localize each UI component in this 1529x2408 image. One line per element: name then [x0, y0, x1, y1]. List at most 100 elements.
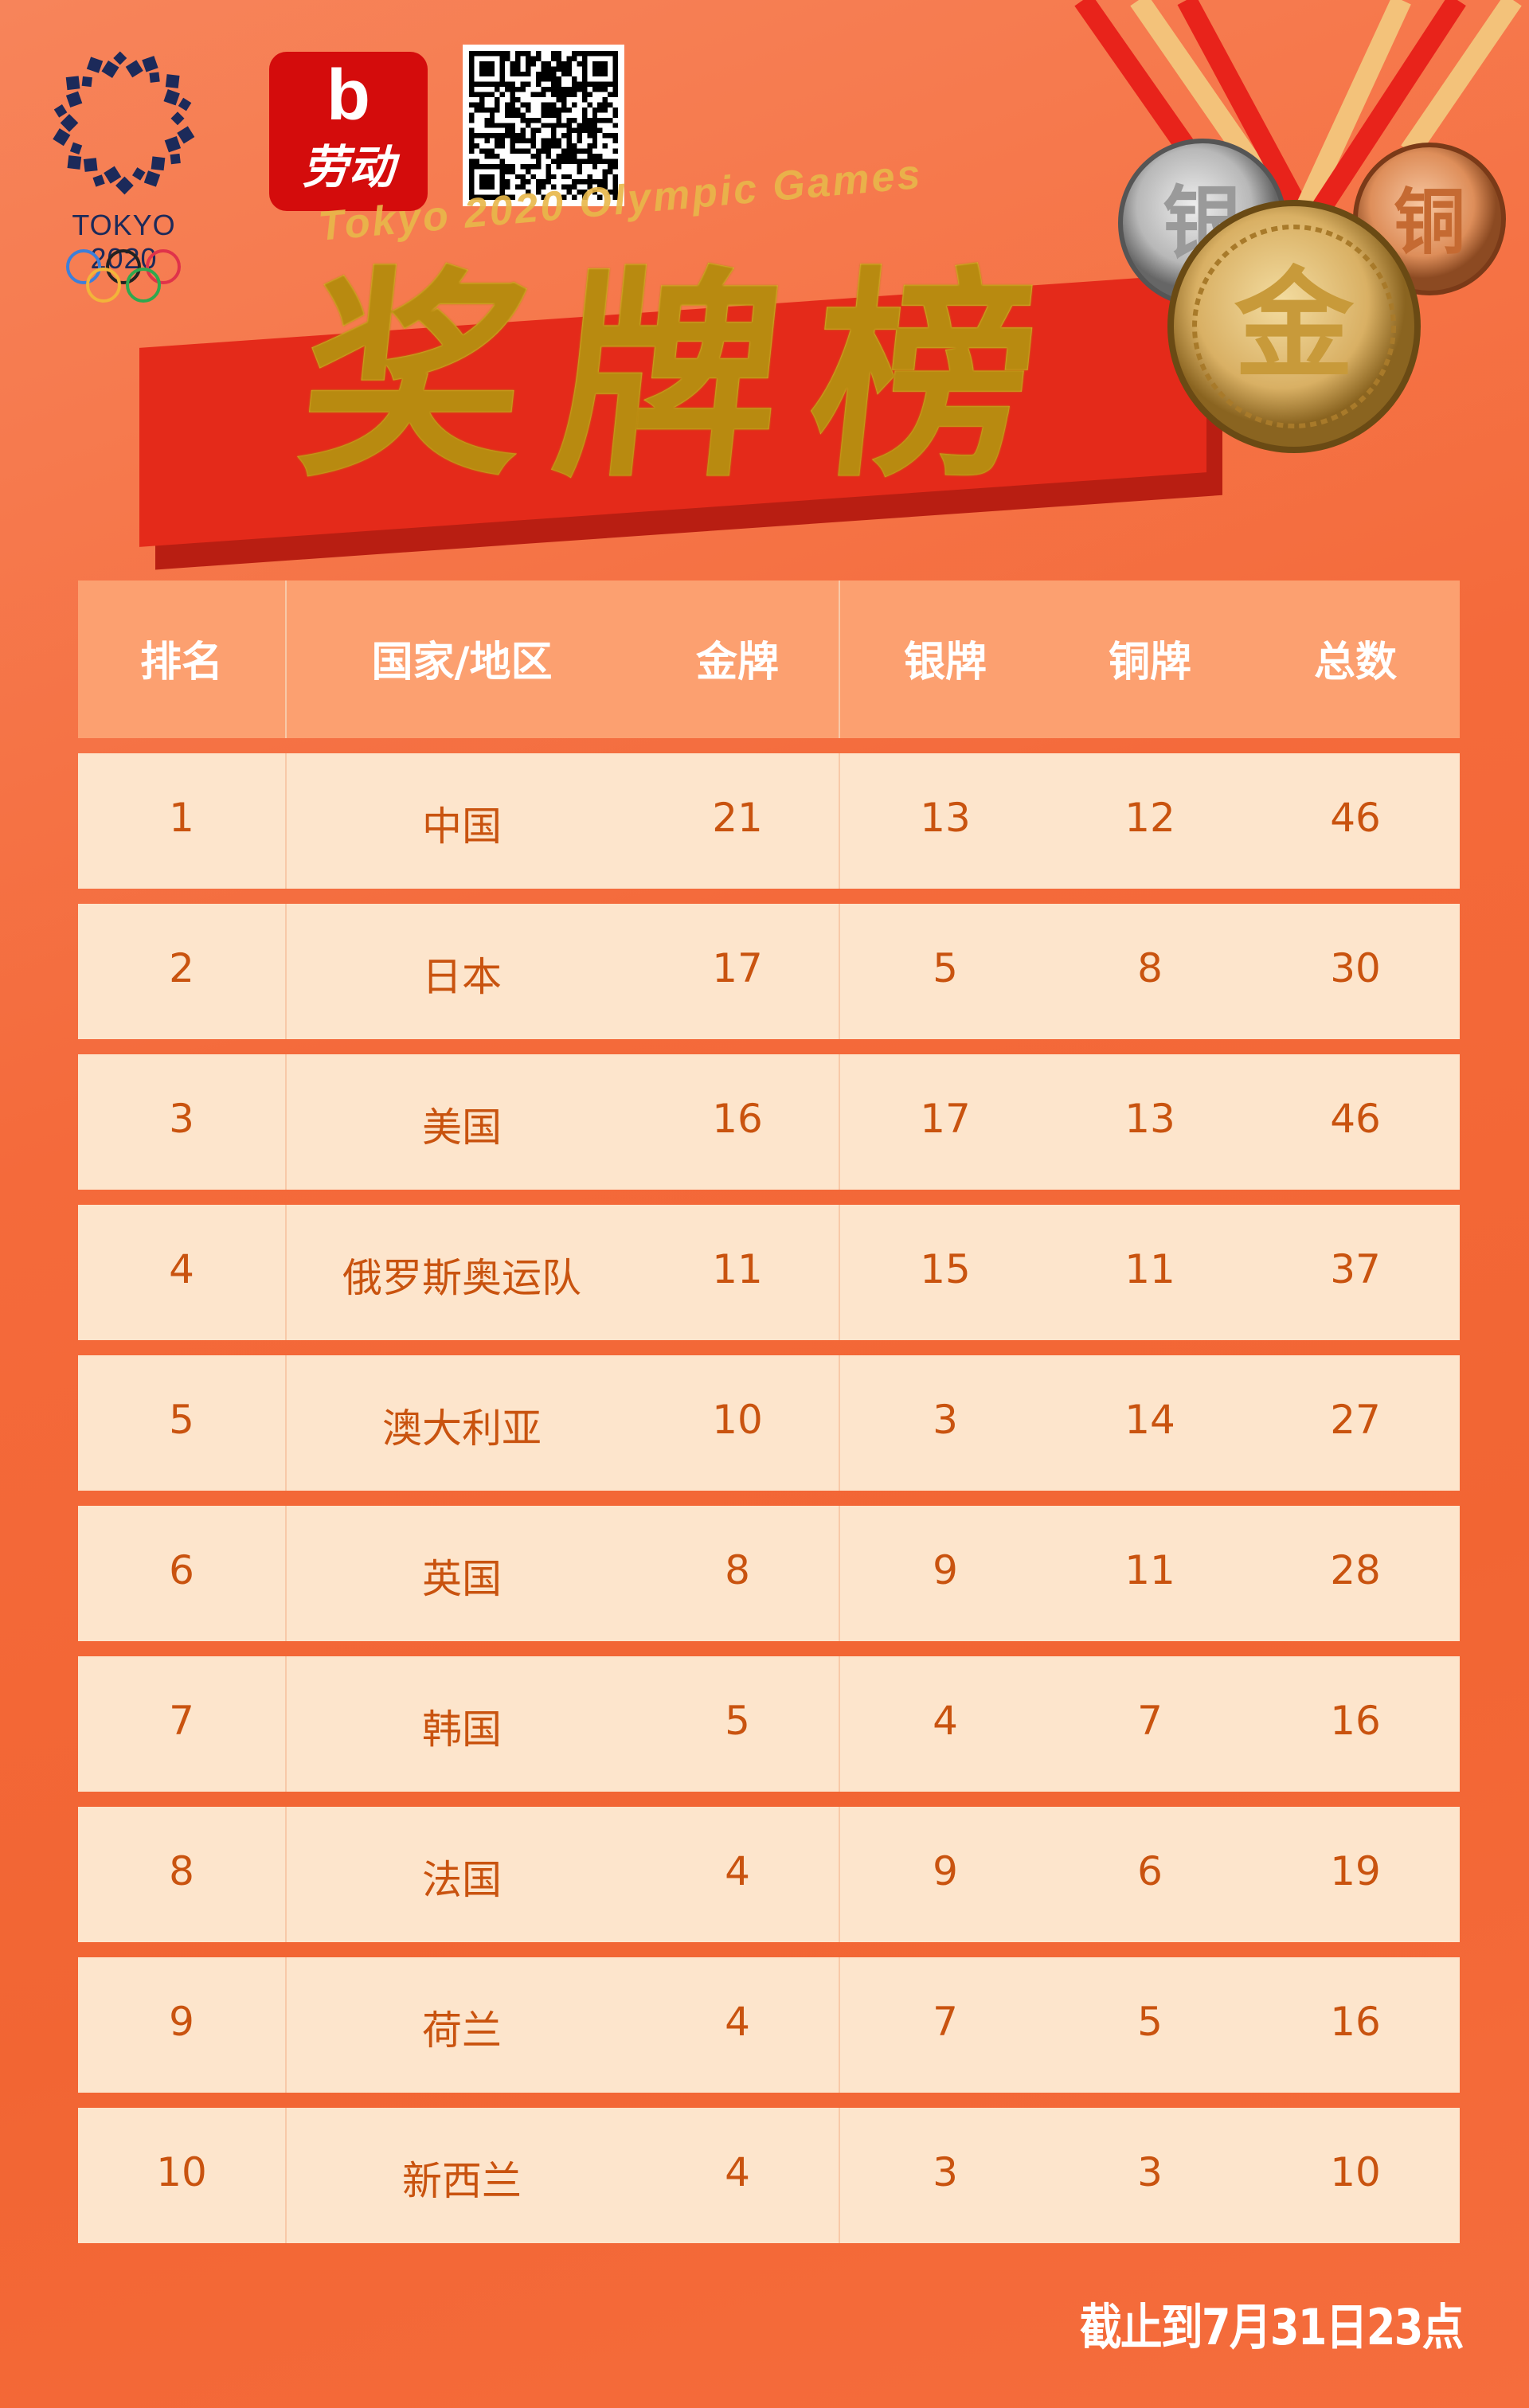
cell-gold: 4 [725, 1999, 750, 2045]
cell-country: 韩国 [422, 1706, 502, 1753]
cell-gold: 4 [725, 2149, 750, 2195]
column-divider [839, 904, 840, 1039]
cell-gold: 11 [712, 1246, 763, 1292]
table-row: 9 荷兰 4 7 5 16 [78, 1957, 1460, 2093]
cell-gold: 8 [725, 1547, 750, 1593]
cell-gold: 10 [712, 1397, 763, 1443]
cell-bronze: 13 [1124, 1096, 1175, 1142]
cell-country: 法国 [422, 1857, 502, 1903]
table-row: 2 日本 17 5 8 30 [78, 904, 1460, 1039]
cell-country: 日本 [422, 954, 502, 1000]
table-row: 7 韩国 5 4 7 16 [78, 1656, 1460, 1792]
cell-silver: 7 [933, 1999, 958, 2045]
cell-bronze: 6 [1137, 1848, 1163, 1894]
cell-bronze: 11 [1124, 1547, 1175, 1593]
header-country: 国家/地区 [371, 639, 553, 686]
column-divider [285, 1656, 287, 1792]
table-row: 3 美国 16 17 13 46 [78, 1054, 1460, 1190]
cell-country: 荷兰 [422, 2007, 502, 2054]
cell-rank: 6 [169, 1547, 194, 1593]
column-divider [285, 753, 287, 889]
column-divider [285, 1054, 287, 1190]
medals-illustration: 银 铜 金 [1074, 0, 1522, 453]
cell-rank: 8 [169, 1848, 194, 1894]
cell-total: 16 [1330, 1999, 1381, 2045]
column-divider [285, 580, 287, 738]
medal-table: 排名 国家/地区 金牌 银牌 铜牌 总数 1 中国 21 13 12 46 2 日本 17 5 8 3… [78, 580, 1460, 2243]
cell-bronze: 8 [1137, 945, 1163, 991]
app-logo-letter: b [327, 56, 370, 135]
table-row: 4 俄罗斯奥运队 11 15 11 37 [78, 1205, 1460, 1340]
cell-bronze: 11 [1124, 1246, 1175, 1292]
column-divider [839, 1054, 840, 1190]
cell-rank: 10 [156, 2149, 207, 2195]
cell-silver: 4 [933, 1698, 958, 1744]
cell-silver: 5 [933, 945, 958, 991]
table-row: 1 中国 21 13 12 46 [78, 753, 1460, 889]
cell-total: 16 [1330, 1698, 1381, 1744]
header-silver: 银牌 [903, 639, 987, 686]
cutoff-note: 截止到7月31日23点 [1080, 2298, 1464, 2356]
cell-total: 46 [1330, 795, 1381, 841]
cell-rank: 5 [169, 1397, 194, 1443]
cell-silver: 13 [920, 795, 971, 841]
cell-country: 英国 [422, 1556, 502, 1602]
cell-bronze: 14 [1124, 1397, 1175, 1443]
column-divider [839, 1506, 840, 1641]
cell-total: 37 [1330, 1246, 1381, 1292]
cell-rank: 9 [169, 1999, 194, 2045]
cell-silver: 17 [920, 1096, 971, 1142]
column-divider [285, 1355, 287, 1491]
cell-rank: 4 [169, 1246, 194, 1292]
header-total: 总数 [1313, 639, 1398, 686]
table-body: 1 中国 21 13 12 46 2 日本 17 5 8 30 3 美国 16 17 13 46 4 俄罗斯奥运队 11… [78, 753, 1460, 2243]
cell-silver: 9 [933, 1848, 958, 1894]
column-divider [285, 1205, 287, 1340]
cell-silver: 3 [933, 1397, 958, 1443]
header-bronze: 铜牌 [1108, 639, 1192, 686]
tokyo-2020-emblem [53, 51, 195, 195]
cell-total: 27 [1330, 1397, 1381, 1443]
column-divider [285, 1506, 287, 1641]
cell-gold: 4 [725, 1848, 750, 1894]
table-row: 6 英国 8 9 11 28 [78, 1506, 1460, 1641]
cell-total: 28 [1330, 1547, 1381, 1593]
header-rank: 排名 [139, 639, 224, 686]
cell-total: 46 [1330, 1096, 1381, 1142]
cell-country: 美国 [422, 1104, 502, 1151]
column-divider [839, 1205, 840, 1340]
cell-total: 19 [1330, 1848, 1381, 1894]
header-gold: 金牌 [695, 639, 780, 686]
cell-gold: 5 [725, 1698, 750, 1744]
gold-medal-label: 金 [1234, 256, 1355, 395]
cell-rank: 1 [169, 795, 194, 841]
cell-gold: 16 [712, 1096, 763, 1142]
cell-country: 中国 [422, 803, 502, 850]
page-title: 奖牌榜 [288, 248, 1081, 508]
cell-silver: 9 [933, 1547, 958, 1593]
table-header: 排名 国家/地区 金牌 银牌 铜牌 总数 [78, 580, 1460, 738]
olympic-rings-icon [66, 249, 181, 303]
gold-medal: 金 [1167, 200, 1421, 453]
cell-country: 澳大利亚 [382, 1405, 542, 1452]
cell-total: 30 [1330, 945, 1381, 991]
column-divider [285, 1807, 287, 1942]
cell-rank: 2 [169, 945, 194, 991]
cell-silver: 3 [933, 2149, 958, 2195]
cell-bronze: 5 [1137, 1999, 1163, 2045]
cell-country: 俄罗斯奥运队 [342, 1255, 581, 1301]
table-row: 10 新西兰 4 3 3 10 [78, 2108, 1460, 2243]
column-divider [839, 1656, 840, 1792]
column-divider [839, 1807, 840, 1942]
bronze-medal-label: 铜 [1394, 181, 1465, 264]
cell-rank: 7 [169, 1698, 194, 1744]
cell-bronze: 3 [1137, 2149, 1163, 2195]
cell-gold: 21 [712, 795, 763, 841]
cell-bronze: 7 [1137, 1698, 1163, 1744]
column-divider [839, 580, 840, 738]
cell-total: 10 [1330, 2149, 1381, 2195]
column-divider [285, 2108, 287, 2243]
cell-silver: 15 [920, 1246, 971, 1292]
column-divider [839, 1957, 840, 2093]
column-divider [839, 2108, 840, 2243]
